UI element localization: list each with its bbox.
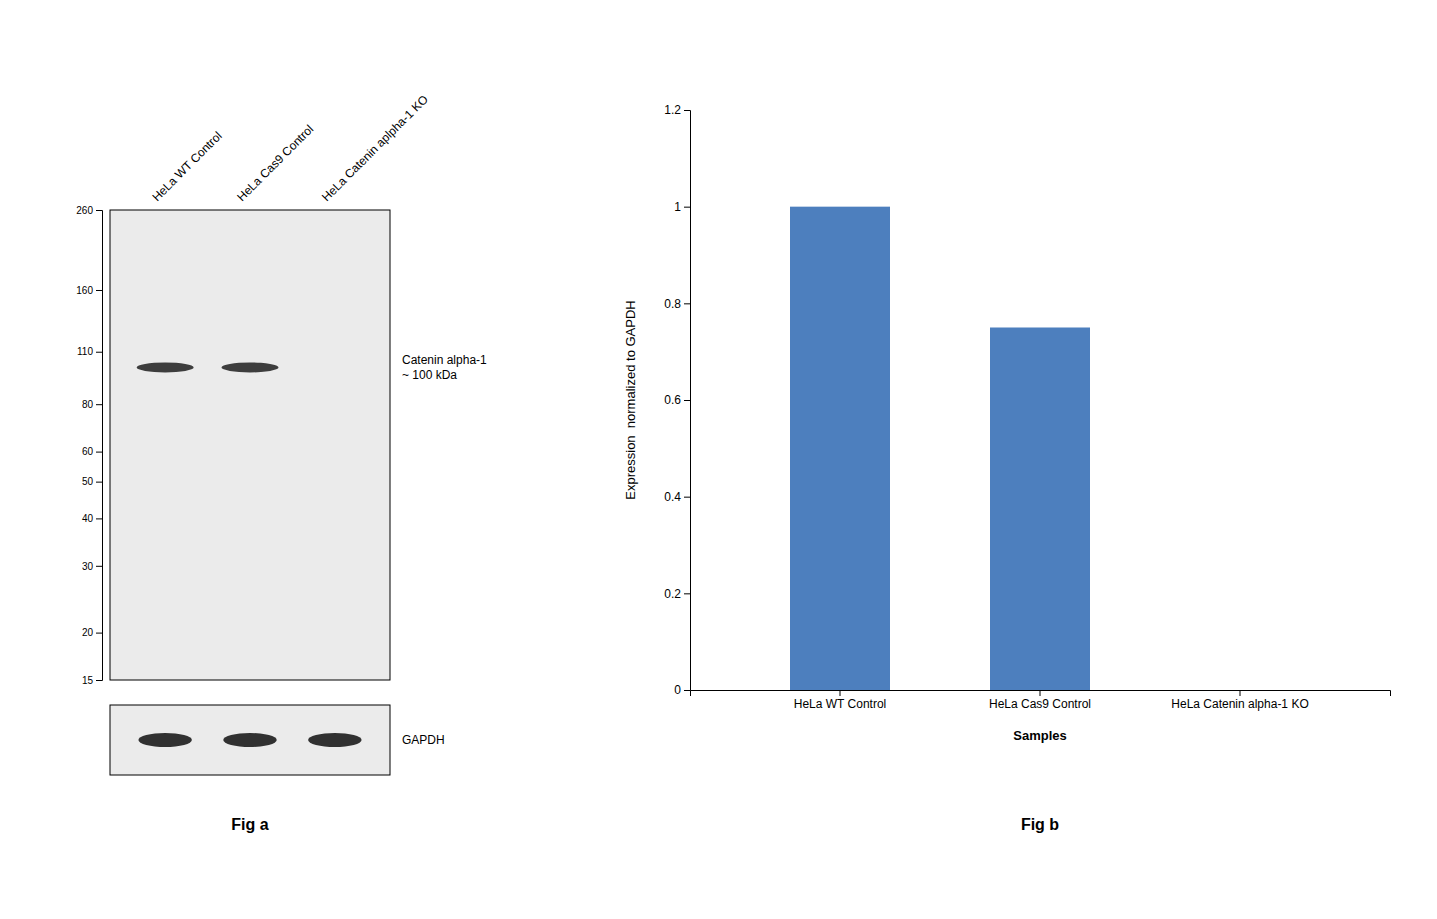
tick: 260: [76, 205, 102, 216]
tick-mark: [684, 593, 690, 594]
tick-mark: [840, 690, 841, 696]
tick-label: 0.2: [664, 587, 681, 601]
tick-mark: [96, 633, 102, 634]
axis-line: [96, 211, 103, 681]
tick-label: 0.8: [664, 297, 681, 311]
axis: HeLa WT Control HeLa Cas9 Control HeLa Cat…: [691, 690, 1391, 711]
axis-line: [684, 111, 691, 691]
tick-label: HeLa WT Control: [794, 697, 886, 711]
tick: 0.4: [664, 490, 690, 504]
tick: 50: [82, 476, 102, 487]
tick-mark: [96, 518, 102, 519]
bar: [990, 328, 1090, 691]
tick-label: 160: [76, 285, 93, 296]
tick-label: 0.6: [664, 393, 681, 407]
tick-mark: [96, 452, 102, 453]
tick-mark: [96, 566, 102, 567]
tick: 1: [674, 200, 690, 214]
tick: 160: [76, 285, 102, 296]
tick: HeLa WT Control: [794, 690, 886, 711]
axis-title: Samples: [1013, 728, 1066, 743]
tick-label: 30: [82, 560, 94, 571]
tick: 1.2: [664, 103, 690, 117]
tick: 0: [674, 683, 690, 697]
tick-mark: [684, 207, 690, 208]
panel: 26016011080605040302015HeLa WT ControlHe…: [76, 92, 487, 833]
axis: 0 0.2 0.4 0.6 0.8 1 1.2: [664, 103, 690, 697]
tick: 0.6: [664, 393, 690, 407]
title: Fig b: [1021, 816, 1059, 833]
tick-label: 15: [82, 675, 94, 686]
bands: [137, 362, 279, 372]
tick-label: 1: [674, 200, 681, 214]
bar: [790, 207, 890, 690]
tick: HeLa Catenin alpha-1 KO: [1171, 690, 1308, 711]
tick-label: 50: [82, 476, 94, 487]
annotation: GAPDH: [402, 733, 445, 747]
loading-control-band: [138, 733, 191, 747]
tick: 40: [82, 513, 102, 524]
tick: 110: [77, 346, 102, 357]
loading-control-band: [308, 733, 361, 747]
tick: 60: [82, 446, 102, 457]
bars: [790, 207, 1090, 690]
tick-mark: [1240, 690, 1241, 696]
loading-control-membrane: [110, 705, 390, 775]
title: Fig a: [231, 816, 268, 833]
tick-label: 80: [82, 399, 94, 410]
tick-label: 260: [76, 205, 93, 216]
tick-mark: [684, 690, 690, 691]
tick-label: 20: [82, 627, 94, 638]
figure: 26016011080605040302015HeLa WT ControlHe…: [0, 0, 1437, 919]
lane-label: HeLa Cas9 Control: [234, 122, 316, 204]
tick-label: 110: [77, 346, 93, 357]
band: [137, 362, 194, 372]
annotation: Catenin alpha-1~ 100 kDa: [402, 353, 487, 381]
annotation-line: ~ 100 kDa: [402, 368, 457, 382]
annotation-line: Catenin alpha-1: [402, 353, 487, 367]
tick-label: 60: [82, 446, 94, 457]
axis-line: [691, 691, 1391, 697]
tick-mark: [96, 290, 102, 291]
tick-mark: [96, 404, 102, 405]
tick: 30: [82, 560, 102, 571]
axis: 260 160 110 80 60 50 40 30 20 15: [76, 205, 102, 686]
tick-mark: [96, 482, 102, 483]
tick-mark: [684, 497, 690, 498]
tick: 80: [82, 399, 102, 410]
tick: 0.2: [664, 587, 690, 601]
lane-label: HeLa Catenin aplpha-1 KO: [319, 92, 431, 204]
tick: 15: [82, 675, 102, 686]
tick: HeLa Cas9 Control: [989, 690, 1091, 711]
tick: 0.8: [664, 297, 690, 311]
blot-membrane: [110, 210, 390, 680]
tick-label: HeLa Cas9 Control: [989, 697, 1091, 711]
loading-control-band: [223, 733, 276, 747]
tick-label: 0: [674, 683, 681, 697]
tick-label: 1.2: [664, 103, 681, 117]
tick-mark: [1040, 690, 1041, 696]
lane-label: HeLa WT Control: [149, 129, 224, 204]
tick-label: 40: [82, 513, 94, 524]
panel: HeLa WT Control HeLa Cas9 Control HeLa Cat…: [623, 103, 1391, 833]
axis-title: Expression normalized to GAPDH: [623, 300, 638, 499]
tick-mark: [96, 680, 102, 681]
tick: 20: [82, 627, 102, 638]
tick-mark: [684, 110, 690, 111]
tick-label: HeLa Catenin alpha-1 KO: [1171, 697, 1308, 711]
annotation-line: GAPDH: [402, 733, 445, 747]
tick-mark: [96, 210, 102, 211]
tick-mark: [684, 400, 690, 401]
tick-mark: [684, 303, 690, 304]
tick-label: 0.4: [664, 490, 681, 504]
band: [221, 362, 278, 372]
tick-mark: [96, 352, 102, 353]
bar: [1190, 690, 1290, 691]
